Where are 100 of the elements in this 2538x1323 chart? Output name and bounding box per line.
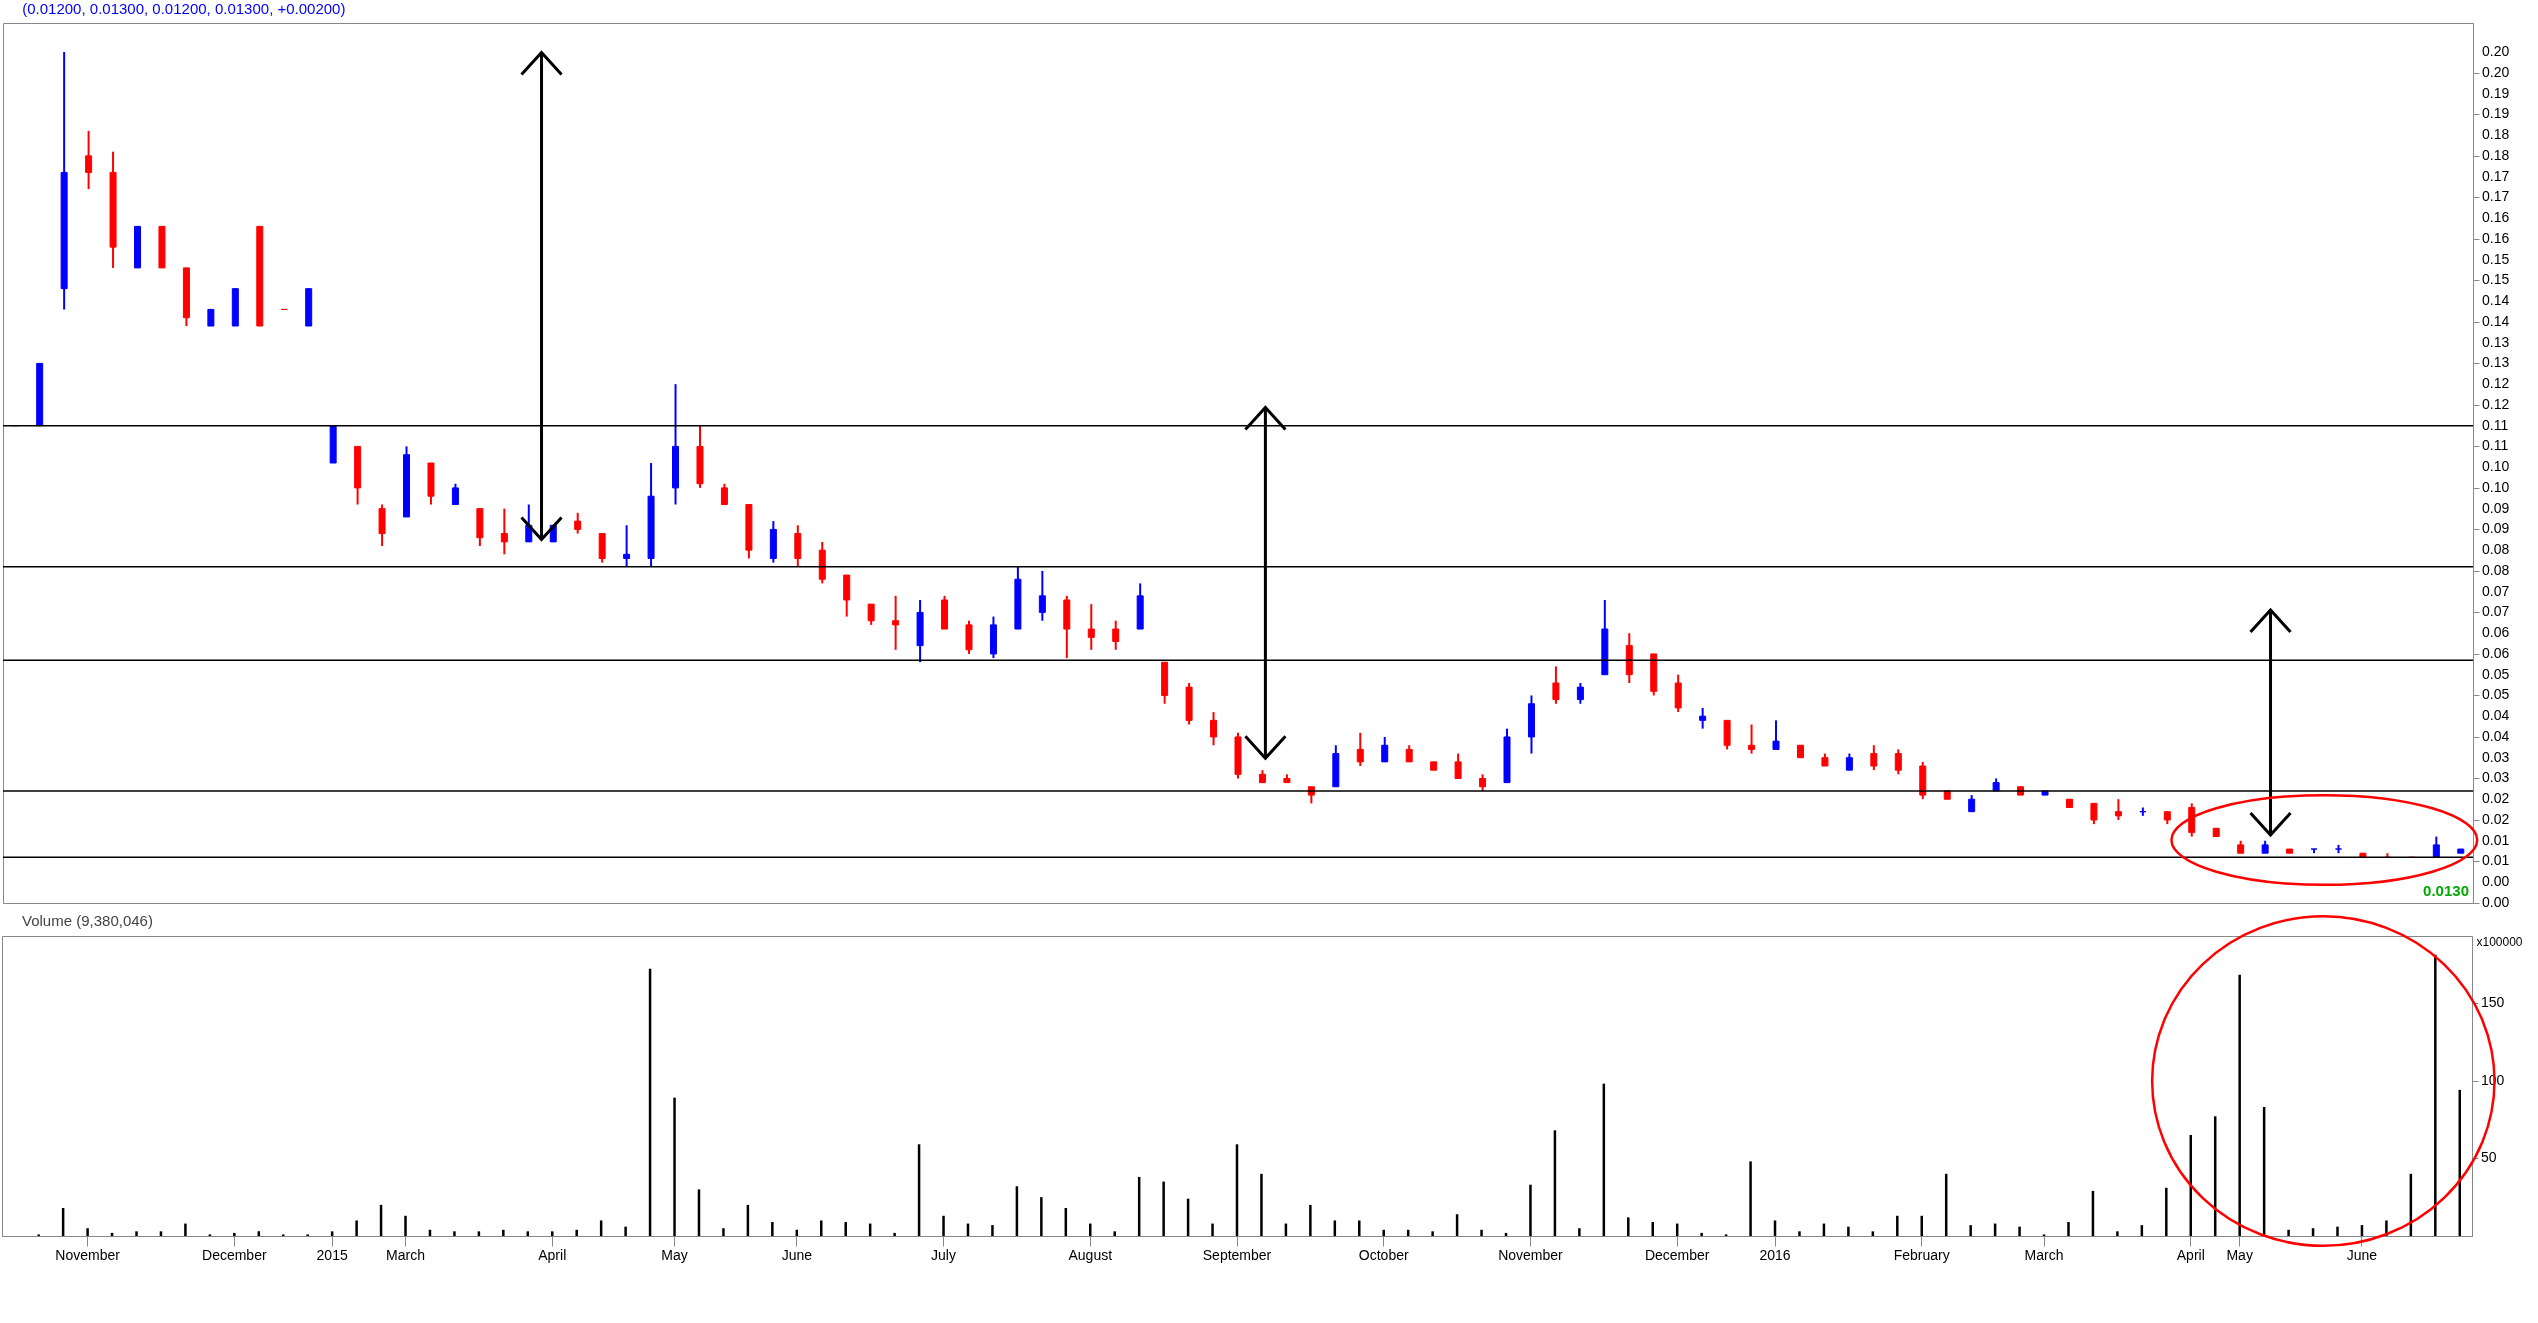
- candlestick: [525, 503, 533, 543]
- bar: [1969, 1225, 1972, 1236]
- x-tick-label: October: [1358, 1246, 1409, 1263]
- bar: [2287, 1229, 2290, 1236]
- y-tick-label: 0.03: [2482, 748, 2510, 765]
- annotation: 0.0130: [2423, 882, 2469, 899]
- bar: [2165, 1187, 2168, 1236]
- bar: [1749, 1161, 1752, 1236]
- candlestick: [1870, 744, 1878, 772]
- y-tick-label: 0.12: [2482, 375, 2510, 392]
- x-tick-label: July: [931, 1246, 956, 1263]
- y-tick-label: 0.11: [2482, 437, 2509, 454]
- candlestick: [574, 511, 582, 535]
- candlestick: [85, 129, 93, 191]
- y-tick-label: 0.17: [2482, 167, 2510, 184]
- x-tick-label: May: [661, 1246, 688, 1263]
- y-tick-label: 0.03: [2482, 769, 2510, 786]
- x-tick-label: November: [55, 1246, 121, 1263]
- y-tick-label: 0.14: [2482, 312, 2510, 329]
- y-tick-label: 0.04: [2482, 707, 2510, 724]
- y-tick-label: 0.13: [2482, 354, 2510, 371]
- y-tick-label: 0.11: [2482, 416, 2509, 433]
- x-tick-label: 2015: [316, 1246, 348, 1263]
- bar: [991, 1225, 994, 1236]
- x-tick-label: June: [781, 1246, 813, 1263]
- y-tick-label: 0.15: [2482, 250, 2510, 267]
- x-tick-label: September: [1202, 1246, 1272, 1263]
- x-tick-label: April: [538, 1246, 567, 1263]
- x-tick-label: 2016: [1759, 1246, 1791, 1263]
- candlestick: [623, 524, 631, 568]
- x-tick-label: June: [2346, 1246, 2378, 1263]
- y-tick-label: 0.15: [2482, 271, 2510, 288]
- y-tick-label: 0.08: [2482, 541, 2510, 558]
- y-tick-label: 0.05: [2482, 686, 2510, 703]
- x-tick-label: March: [2024, 1246, 2064, 1263]
- x-tick-label: December: [202, 1246, 267, 1263]
- x-tick-label: May: [2226, 1246, 2253, 1263]
- candlestick: [2114, 798, 2122, 821]
- y-tick-label: 0.18: [2482, 146, 2510, 163]
- y-tick-label: 0.00: [2482, 894, 2510, 910]
- y-tick-label: 0.14: [2482, 292, 2510, 309]
- bar: [942, 1215, 945, 1236]
- bar: [1798, 1231, 1801, 1236]
- candlestick: [1038, 569, 1046, 622]
- y-tick-label: 0.18: [2482, 126, 2510, 143]
- candlestick: [451, 482, 459, 506]
- bar: [135, 1231, 138, 1236]
- y-tick-label: 0.09: [2482, 520, 2510, 537]
- bar: [355, 1220, 358, 1236]
- y-tick-label: 0.10: [2482, 478, 2510, 495]
- bar: [2336, 1226, 2339, 1236]
- bar: [86, 1228, 89, 1236]
- chart-title: Volume (9,380,046): [22, 912, 153, 929]
- y-axis-title: x100000: [2476, 934, 2523, 949]
- y-tick-label: 0.08: [2482, 561, 2510, 578]
- candlestick: [2090, 802, 2098, 826]
- candlestick: [1210, 711, 1218, 747]
- candlestick: [720, 482, 728, 506]
- bar: [1040, 1197, 1043, 1236]
- y-tick-label: 0.13: [2482, 333, 2510, 350]
- bar: [1651, 1222, 1654, 1236]
- y-tick-label: 0.02: [2482, 810, 2510, 827]
- bar: [1480, 1229, 1483, 1236]
- candlestick: [867, 603, 875, 626]
- y-tick-label: 0.20: [2482, 63, 2510, 80]
- y-tick-label: 0.00: [2482, 873, 2510, 890]
- bar: [1260, 1173, 1263, 1236]
- bar: [893, 1232, 896, 1236]
- x-tick-label: February: [1893, 1246, 1950, 1263]
- bar: [1358, 1220, 1361, 1236]
- candlestick: [1112, 619, 1120, 651]
- bar: [453, 1231, 456, 1236]
- bar: [575, 1229, 578, 1236]
- y-tick-label: 0.17: [2482, 188, 2510, 205]
- bar: [184, 1223, 187, 1236]
- y-tick-label: 0.02: [2482, 790, 2510, 807]
- bar: [1431, 1231, 1434, 1236]
- bar: [820, 1220, 823, 1236]
- y-tick-label: 0.07: [2482, 582, 2510, 599]
- x-tick-label: April: [2176, 1246, 2205, 1263]
- y-tick-label: 0.19: [2482, 105, 2510, 122]
- bar: [2116, 1231, 2119, 1236]
- bar: [722, 1228, 725, 1236]
- bar: [1211, 1223, 1214, 1236]
- x-tick-label: December: [1644, 1246, 1710, 1263]
- candlestick: [1894, 748, 1902, 776]
- candlestick: [1381, 735, 1389, 763]
- bar: [233, 1232, 236, 1236]
- bar: [1309, 1204, 1312, 1236]
- y-tick-label: 0.01: [2482, 852, 2510, 869]
- candlestick: [1454, 752, 1462, 780]
- bar: [502, 1229, 505, 1236]
- y-tick-label: 0.12: [2482, 395, 2510, 412]
- bar: [844, 1222, 847, 1236]
- candlestick: [500, 507, 508, 556]
- x-tick-label: August: [1068, 1246, 1113, 1263]
- bar: [1529, 1184, 1532, 1236]
- y-tick-label: 50: [2481, 1149, 2497, 1166]
- bar: [1896, 1215, 1899, 1236]
- bar: [2434, 954, 2437, 1236]
